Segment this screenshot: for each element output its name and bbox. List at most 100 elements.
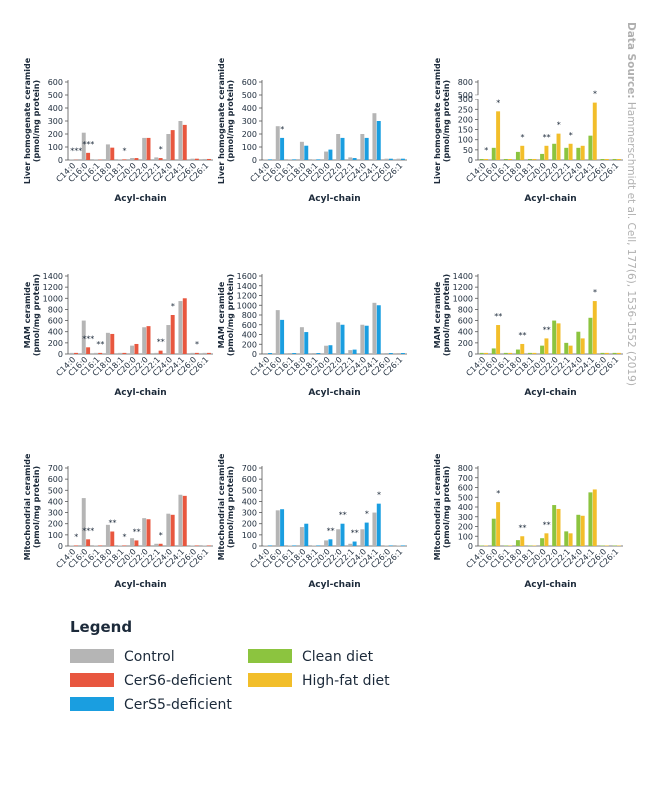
bar bbox=[118, 545, 122, 546]
bar bbox=[580, 338, 585, 354]
y-axis-label: MAM ceramide bbox=[433, 281, 442, 348]
bar bbox=[400, 545, 405, 546]
bar bbox=[118, 352, 122, 354]
y-tick-label: 50 bbox=[463, 146, 473, 155]
bar bbox=[74, 545, 78, 546]
bar bbox=[564, 342, 569, 354]
y-tick-label: 1400 bbox=[43, 272, 63, 281]
bar bbox=[588, 492, 593, 546]
y-tick-label: 600 bbox=[48, 475, 63, 484]
bar bbox=[105, 524, 110, 546]
bar bbox=[376, 121, 381, 160]
y-tick-label: 200 bbox=[242, 520, 257, 529]
bar bbox=[268, 353, 272, 354]
y-tick-label: 0 bbox=[468, 350, 473, 359]
bar bbox=[263, 159, 268, 160]
significance-label: * bbox=[593, 90, 597, 99]
bar bbox=[328, 345, 333, 354]
bar bbox=[98, 352, 103, 354]
y-tick-label: 500 bbox=[242, 91, 257, 100]
significance-label: * bbox=[123, 146, 127, 155]
series bbox=[69, 301, 207, 354]
bar bbox=[592, 102, 597, 160]
bar bbox=[299, 327, 304, 354]
bar bbox=[142, 518, 147, 546]
bar bbox=[324, 540, 329, 546]
significance-label: ** bbox=[543, 520, 551, 529]
bar bbox=[544, 145, 549, 160]
y-tick-label: 200 bbox=[458, 115, 473, 124]
y-axis-label: Mitochondrial ceramide bbox=[23, 453, 32, 560]
bar bbox=[86, 347, 91, 354]
bar bbox=[122, 545, 127, 546]
bar bbox=[122, 352, 127, 354]
y-tick-label: 1000 bbox=[43, 294, 63, 303]
bar bbox=[190, 158, 195, 160]
significance-label: ** bbox=[518, 331, 526, 340]
y-tick-label: 100 bbox=[458, 532, 473, 541]
bar bbox=[508, 352, 513, 354]
bar bbox=[348, 543, 353, 546]
bar bbox=[556, 133, 561, 160]
bar bbox=[388, 545, 393, 546]
y-tick-label: 300 bbox=[458, 513, 473, 522]
bar bbox=[336, 529, 341, 546]
y-axis-label: (pmol/mg protein) bbox=[226, 80, 235, 162]
bar bbox=[287, 159, 292, 160]
y-tick-label: 600 bbox=[48, 78, 63, 87]
legend-swatch bbox=[248, 673, 292, 687]
x-axis-label: Acyl-chain bbox=[114, 580, 166, 590]
y-tick-label: 600 bbox=[48, 317, 63, 326]
bar bbox=[364, 325, 369, 354]
bar bbox=[134, 343, 139, 354]
bar bbox=[122, 159, 127, 160]
y-tick-label: 1000 bbox=[453, 294, 473, 303]
series bbox=[263, 510, 401, 546]
y-axis-label: (pmol/mg protein) bbox=[32, 274, 41, 356]
y-axis-label: Mitochondrial ceramide bbox=[217, 453, 226, 560]
bar bbox=[532, 158, 537, 160]
y-tick-label: 600 bbox=[242, 78, 257, 87]
bar bbox=[292, 545, 297, 546]
chart: Mitochondrial ceramide (pmol/mg protein) 0… bbox=[433, 453, 623, 590]
bar bbox=[130, 538, 135, 546]
significance-label: ** bbox=[543, 325, 551, 334]
bar bbox=[520, 343, 525, 354]
y-tick-label: 400 bbox=[48, 104, 63, 113]
y-axis-label: (pmol/mg protein) bbox=[226, 274, 235, 356]
bar bbox=[352, 541, 357, 546]
bar bbox=[316, 353, 321, 354]
bar bbox=[74, 352, 78, 354]
chart: Mitochondrial ceramide (pmol/mg protein) 0… bbox=[23, 453, 213, 590]
bar bbox=[384, 353, 389, 354]
legend-swatch bbox=[70, 697, 114, 711]
bar bbox=[616, 352, 621, 354]
bar bbox=[182, 298, 187, 354]
legend-label: High-fat diet bbox=[302, 673, 390, 689]
y-tick-label: 1200 bbox=[43, 283, 63, 292]
bar bbox=[275, 310, 280, 354]
bar bbox=[81, 498, 86, 546]
bar bbox=[81, 320, 86, 354]
chart: MAM ceramide (pmol/mg protein) 02004006008… bbox=[217, 272, 407, 398]
bar bbox=[134, 540, 139, 546]
y-tick-label: 300 bbox=[48, 117, 63, 126]
y-tick-label: 200 bbox=[48, 520, 63, 529]
significance-label: ** bbox=[96, 340, 104, 349]
y-tick-label: 800 bbox=[458, 464, 473, 473]
bar bbox=[372, 302, 377, 354]
significance-label: * bbox=[569, 131, 573, 140]
x-axis-label: Acyl-chain bbox=[308, 580, 360, 590]
significance-label: * bbox=[159, 145, 163, 154]
series: ******** bbox=[268, 491, 405, 546]
series: ***** **** bbox=[74, 298, 211, 354]
bar bbox=[540, 345, 545, 354]
significance-label: *** bbox=[82, 140, 94, 149]
bar bbox=[600, 352, 605, 354]
bar bbox=[93, 159, 98, 160]
bar bbox=[496, 502, 501, 546]
series: *** ** bbox=[484, 489, 621, 546]
bar bbox=[568, 533, 573, 546]
y-tick-label: 200 bbox=[242, 340, 257, 349]
bar bbox=[93, 545, 98, 546]
